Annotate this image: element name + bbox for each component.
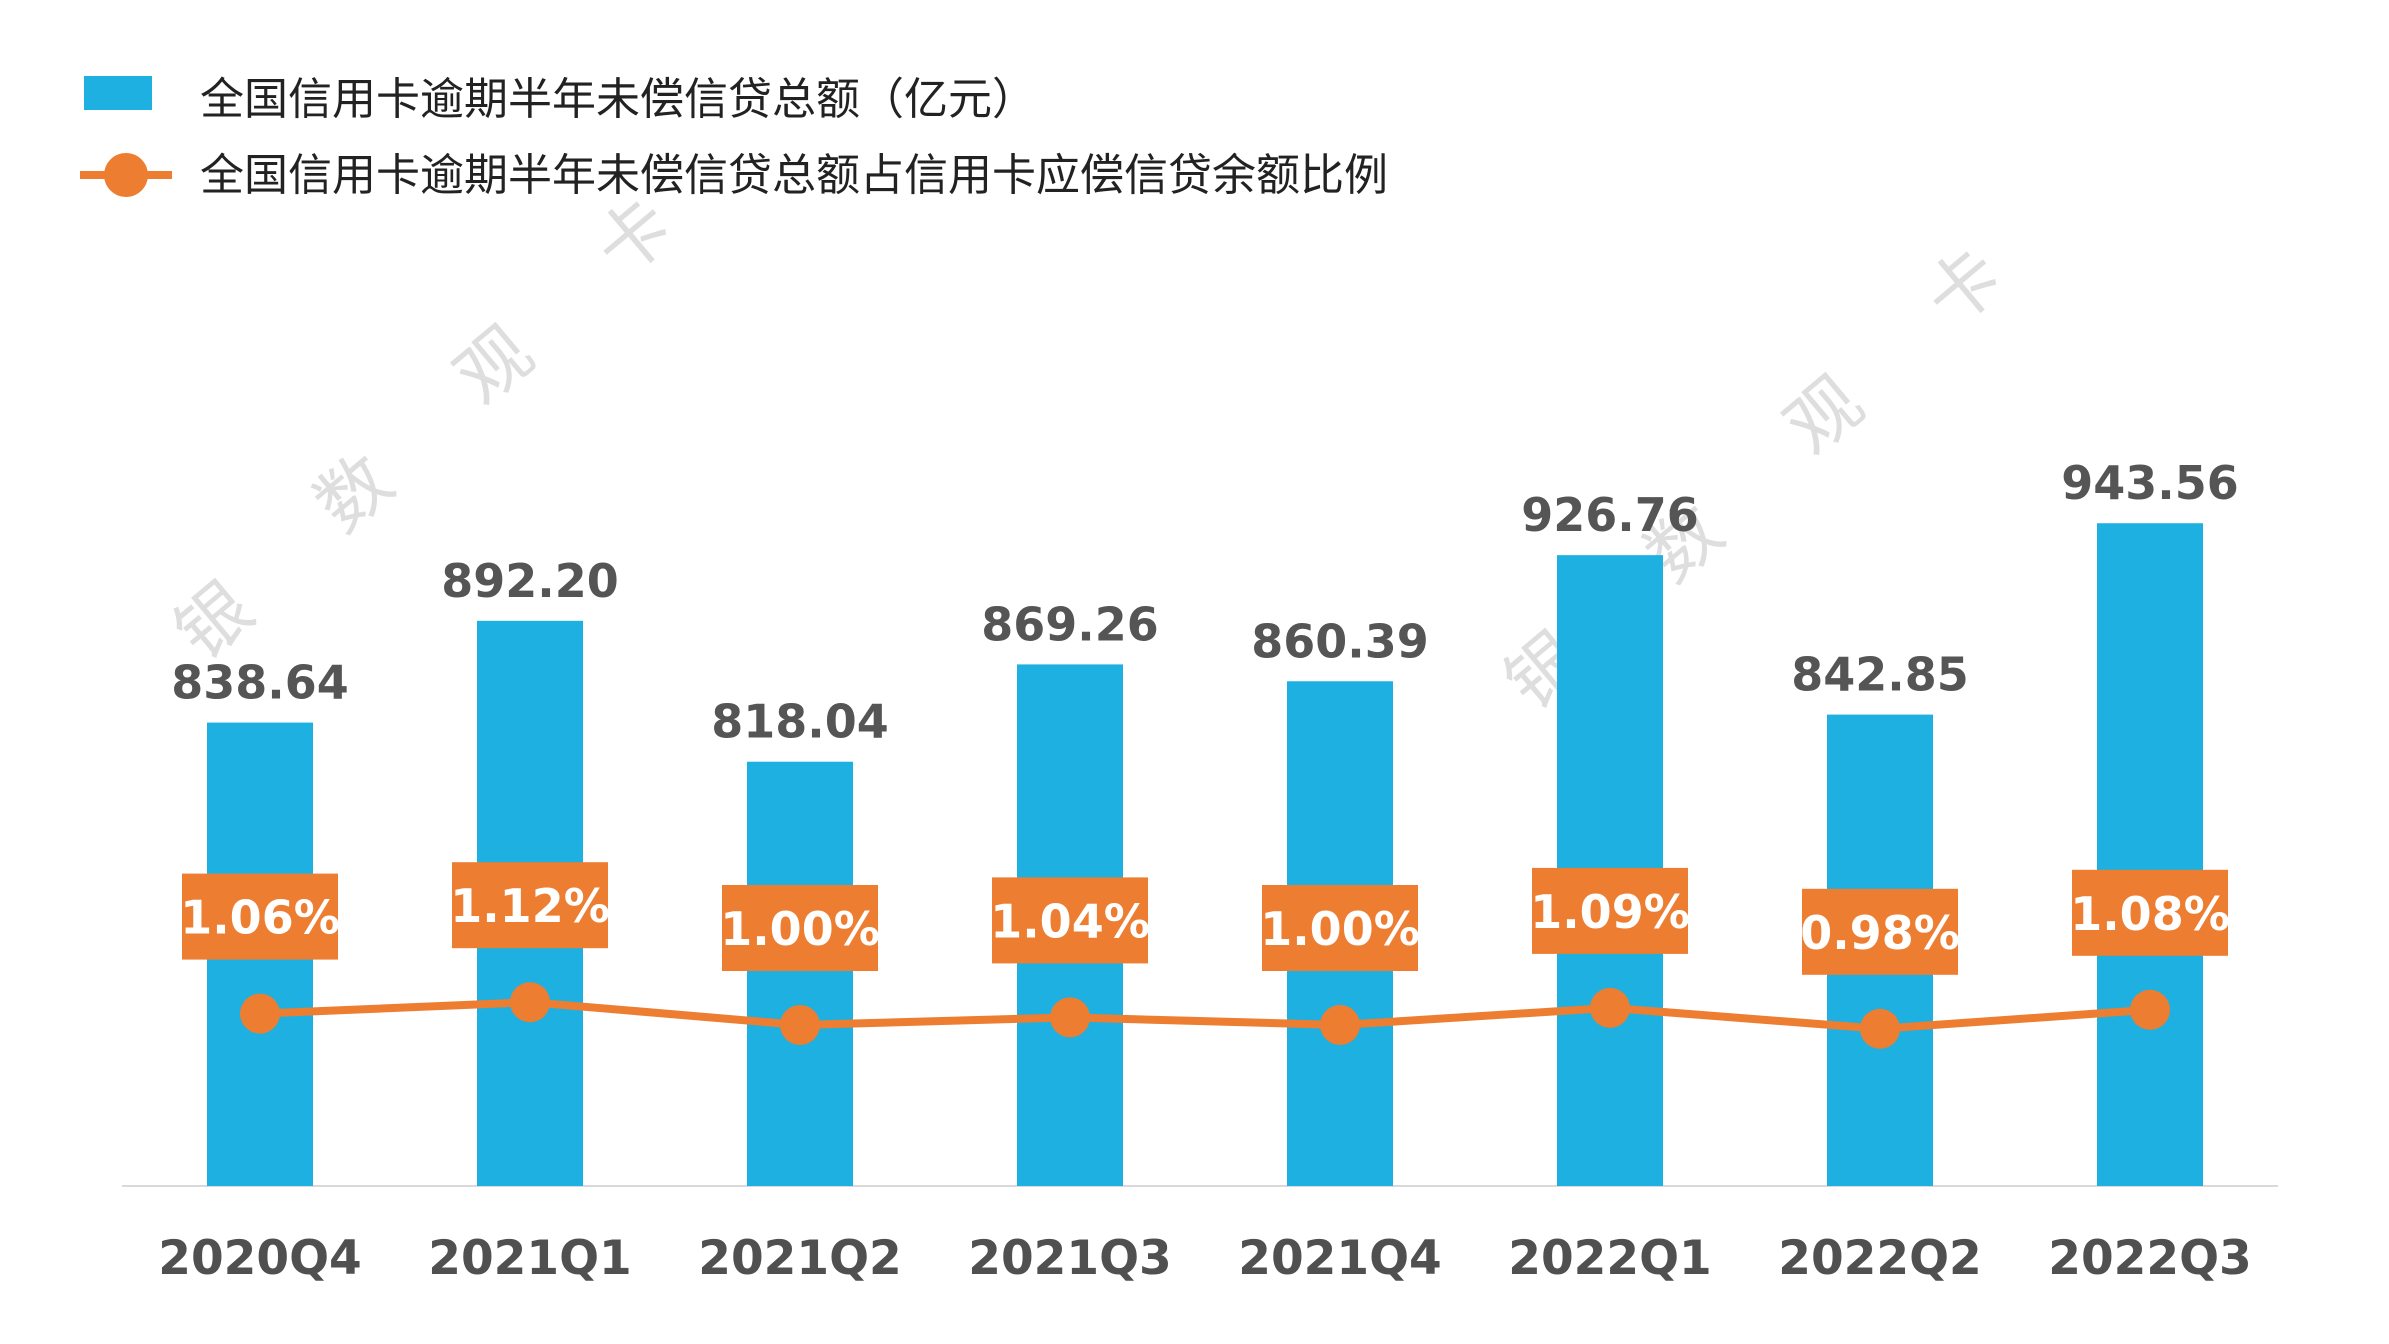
category-label: 2021Q3 [968,1231,1171,1286]
bar-value-label: 926.76 [1521,488,1699,542]
ratio-point [510,982,550,1023]
ratio-value-label: 1.08% [2070,887,2230,941]
bar [747,761,853,1186]
category-label: 2021Q2 [698,1231,901,1286]
category-label: 2022Q1 [1508,1231,1711,1286]
category-label: 2020Q4 [158,1231,361,1286]
ratio-value-label: 0.98% [1800,906,1960,960]
ratio-value-labels: 1.06% 1.12% 1.00% 1.04% 1.00% 1.09% 0.98% 1.08% [180,862,2230,975]
legend-line-label: 全国信用卡逾期半年未偿信贷总额占信用卡应偿信贷余额比例 [200,150,1388,201]
ratio-value-label: 1.00% [720,902,880,956]
ratio-value-label: 1.09% [1530,885,1690,939]
ratio-line [259,998,2151,1033]
legend: 全国信用卡逾期半年未偿信贷总额（亿元） 全国信用卡逾期半年未偿信贷总额占信用卡应… [80,74,1388,201]
ratio-value-label: 1.04% [990,894,1150,948]
bar-value-label: 869.26 [981,597,1159,651]
ratio-value-label: 1.00% [1260,902,1420,956]
ratio-point [1590,987,1630,1028]
category-axis-labels: 2020Q4 2021Q1 2021Q2 2021Q3 2021Q4 2022Q1 2022… [158,1231,2251,1286]
legend-bar-swatch [84,76,152,110]
ratio-point [1050,997,1090,1038]
category-label: 2022Q2 [1778,1231,1981,1286]
ratio-point [240,993,280,1034]
ratio-point [1860,1008,1900,1049]
bar-value-labels: 838.64 892.20 818.04 869.26 860.39 926.76 842.… [171,456,2239,748]
category-label: 2021Q4 [1238,1231,1441,1286]
ratio-label-box [182,873,338,960]
ratio-point [1320,1005,1360,1045]
ratio-label-box [2072,869,2228,956]
bar-value-label: 818.04 [711,695,889,749]
ratio-point [780,1005,820,1045]
bar-value-label: 838.64 [171,656,349,710]
ratio-value-label: 1.12% [450,879,610,933]
watermark-char: 观 [439,310,548,421]
bar-value-label: 860.39 [1251,614,1429,668]
ratio-point [2130,989,2170,1030]
bar-series [207,523,2203,1186]
ratio-label-box [992,877,1148,964]
bar [2097,523,2203,1186]
legend-line-marker [104,153,148,197]
bar-value-label: 892.20 [441,554,619,608]
ratio-label-box [452,862,608,949]
bar-value-label: 842.85 [1791,648,1969,702]
legend-bar-label: 全国信用卡逾期半年未偿信贷总额（亿元） [200,74,1036,125]
category-label: 2021Q1 [428,1231,631,1286]
ratio-line-series [240,982,2170,1049]
watermark-char: 卡 [1909,232,2018,343]
watermark-char: 数 [299,438,408,549]
category-label: 2022Q3 [2048,1231,2251,1286]
ratio-value-label: 1.06% [180,891,340,945]
watermark-char: 观 [1769,360,1878,471]
ratio-label-box [1802,888,1958,975]
ratio-label-box [1532,867,1688,954]
bar-value-label: 943.56 [2061,456,2239,510]
ratio-label-box [722,885,878,971]
ratio-label-box [1262,885,1418,971]
